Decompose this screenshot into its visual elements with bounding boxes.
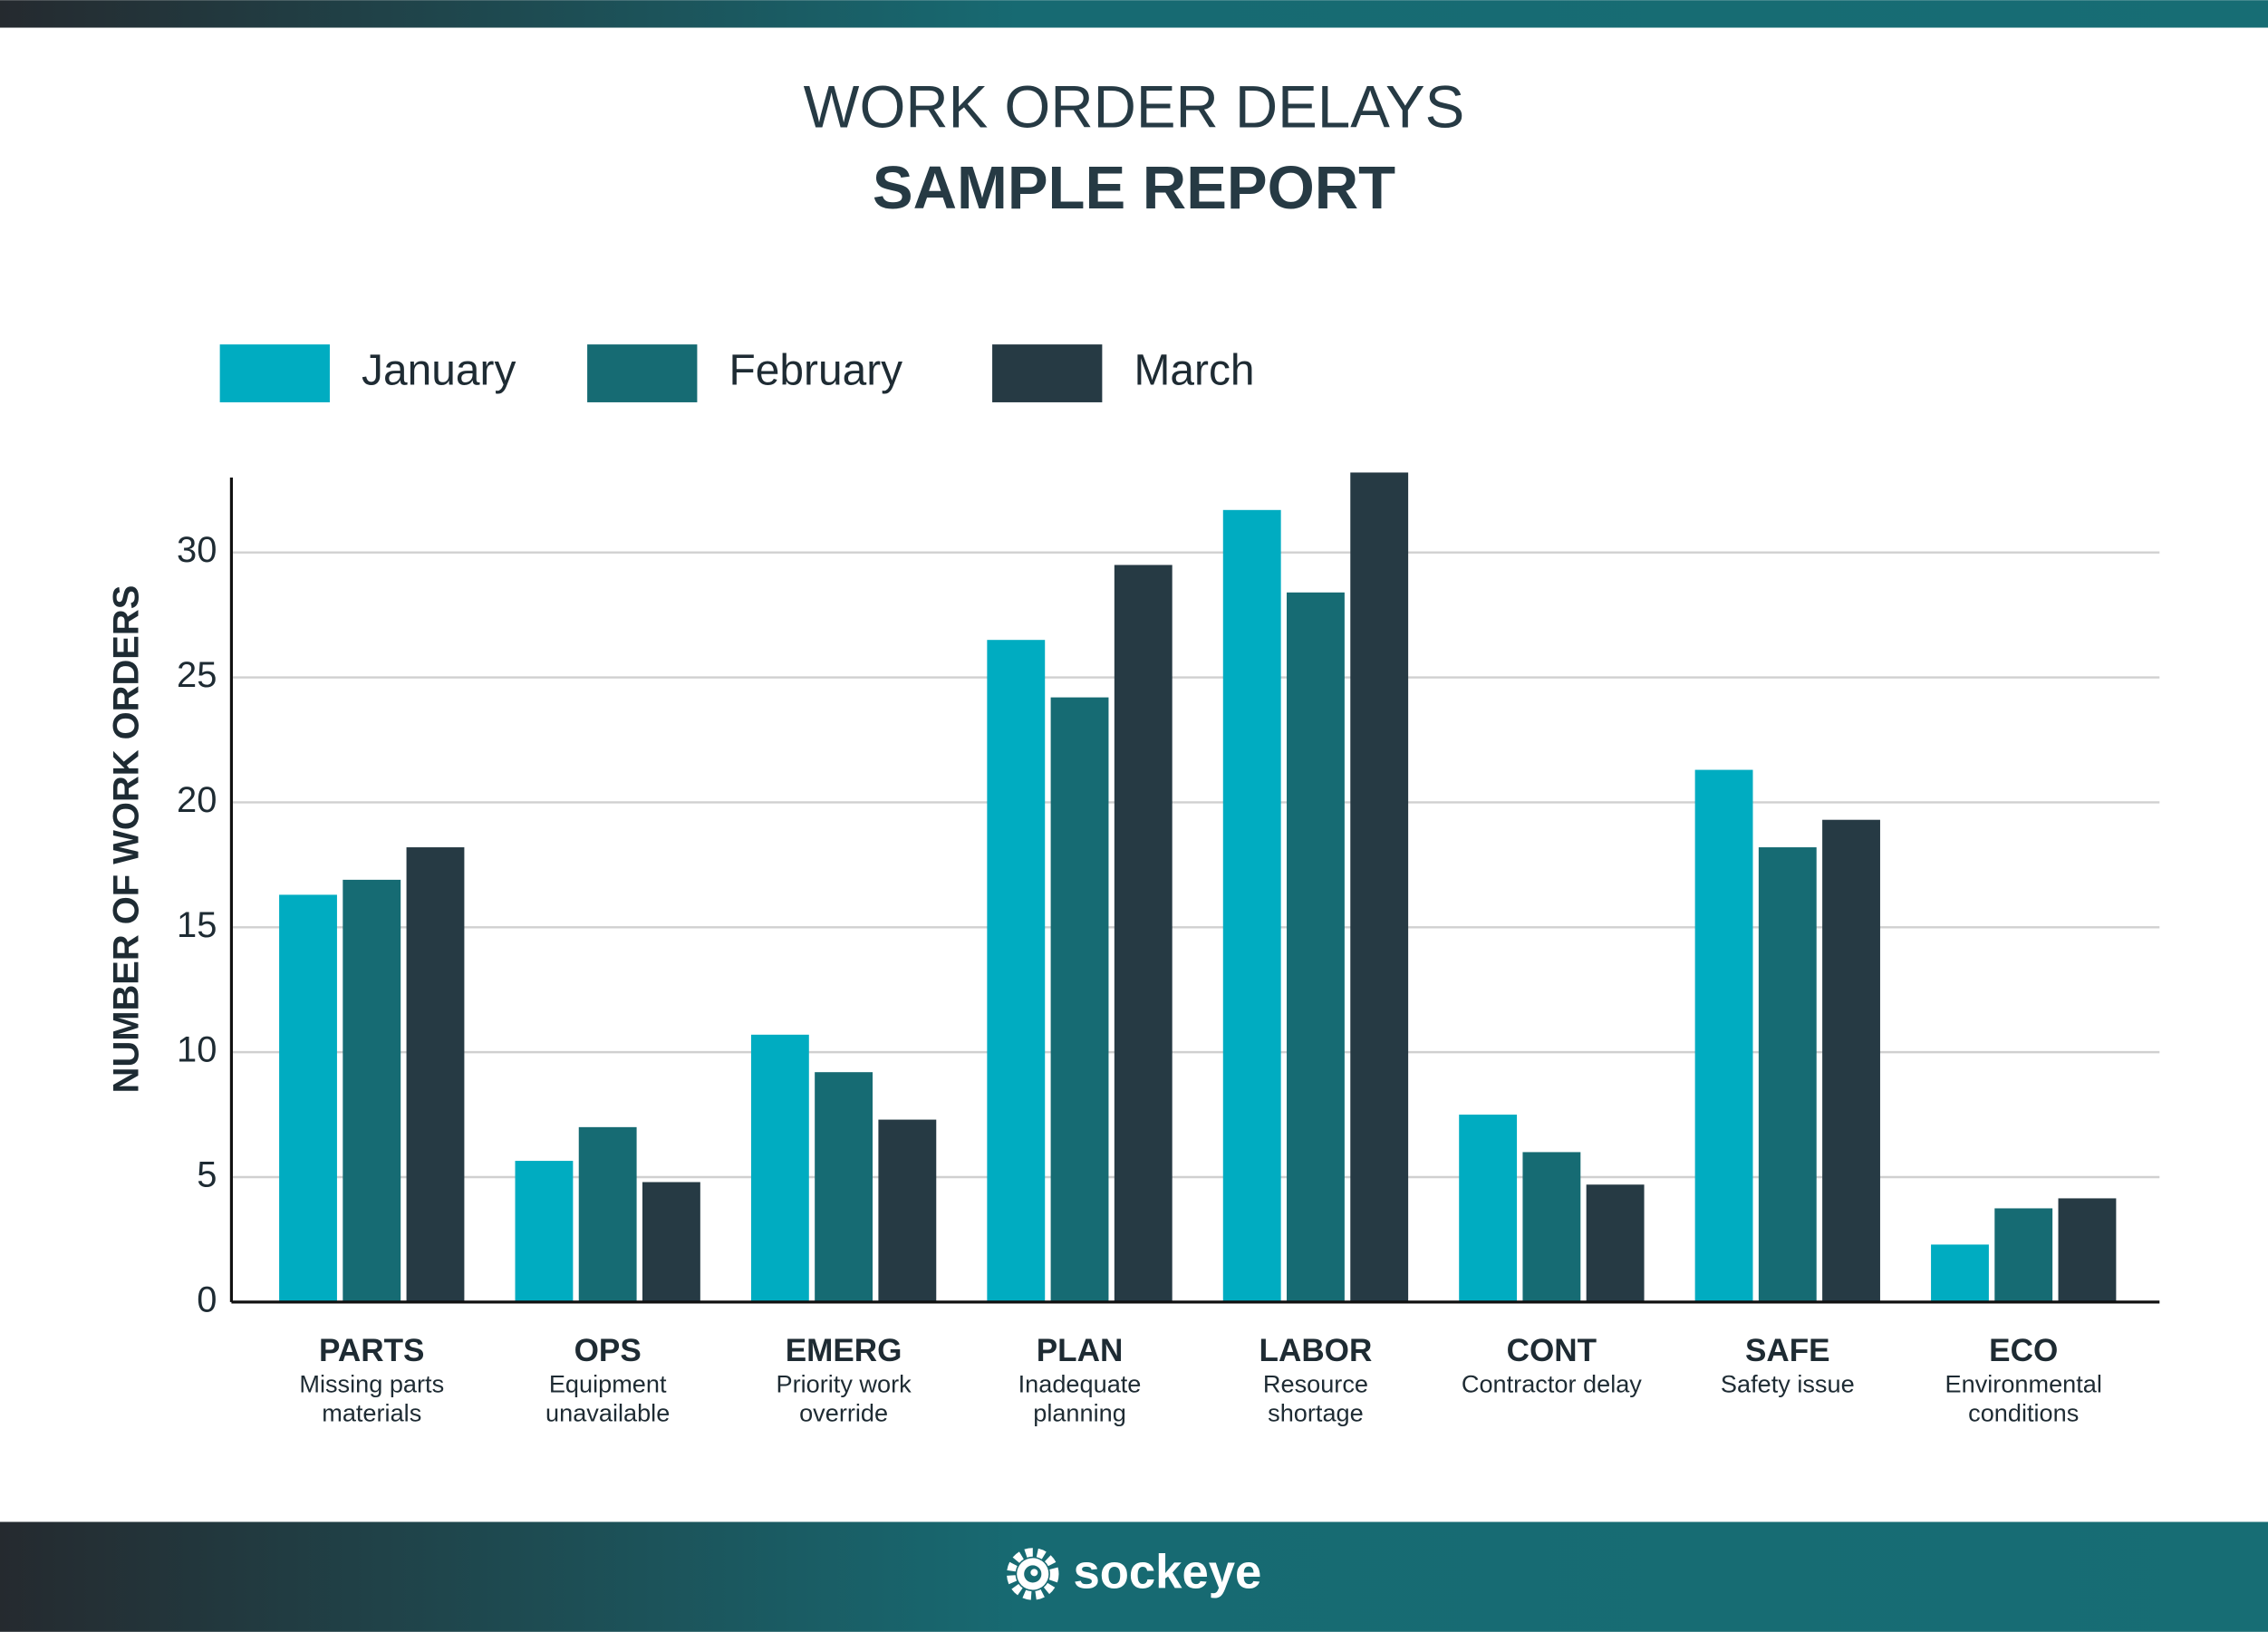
brand: sockeye (1073, 1545, 1261, 1598)
category-description: Inadequate (1018, 1370, 1142, 1398)
y-tick-label: 20 (177, 780, 217, 820)
category-description: shortage (1268, 1399, 1364, 1427)
bar (1822, 819, 1880, 1302)
category-description: Priority work (776, 1370, 912, 1398)
bar (1350, 472, 1409, 1302)
bar (1694, 769, 1753, 1302)
bar (1994, 1208, 2053, 1302)
y-tick-label: 10 (177, 1030, 217, 1070)
category-description: unavailable (545, 1399, 670, 1427)
legend-swatch (587, 344, 698, 402)
x-tick-label: EMERG (786, 1333, 902, 1368)
bar (1758, 847, 1817, 1302)
category-description: Missing parts (299, 1370, 444, 1398)
legend-label: January (362, 347, 516, 395)
bar (750, 1034, 809, 1302)
x-tick-label: PARTS (319, 1333, 424, 1368)
logo-icon (1007, 1548, 1059, 1600)
category-description: override (799, 1399, 888, 1427)
bar (1459, 1115, 1518, 1302)
bar (815, 1072, 873, 1302)
category-description: Resource (1263, 1370, 1368, 1398)
category-description: Safety issue (1721, 1370, 1855, 1398)
category-description: Equipment (549, 1370, 667, 1398)
footer-band (0, 1521, 2268, 1632)
chart-subtitle: SAMPLE REPORT (873, 154, 1395, 222)
bar (987, 640, 1046, 1302)
bar (1287, 592, 1345, 1302)
y-tick-label: 30 (177, 530, 217, 570)
category-description: Contractor delay (1462, 1370, 1642, 1398)
y-tick-label: 15 (177, 905, 217, 945)
category-description: Environmental (1945, 1370, 2102, 1398)
y-axis-label: NUMBER OF WORK ORDERS (107, 585, 147, 1094)
chart-title: WORK ORDER DELAYS (804, 73, 1465, 140)
bar (642, 1182, 700, 1302)
legend-swatch (992, 344, 1103, 402)
bar (578, 1126, 637, 1302)
bar (1222, 509, 1281, 1302)
category-description: conditions (1968, 1399, 2079, 1427)
legend-label: February (729, 347, 903, 395)
x-tick-label: OPS (574, 1333, 642, 1368)
bar (2058, 1198, 2117, 1302)
bar (1050, 697, 1109, 1302)
bar (515, 1161, 574, 1302)
bar (1522, 1152, 1581, 1302)
top-band (0, 0, 2268, 28)
bar (343, 879, 401, 1302)
category-description: materials (322, 1399, 421, 1427)
y-tick-label: 25 (177, 655, 217, 695)
bar (1586, 1184, 1645, 1302)
bar (1114, 565, 1173, 1302)
category-description: planning (1033, 1399, 1126, 1427)
x-tick-label: LABOR (1259, 1333, 1373, 1368)
y-tick-label: 0 (197, 1280, 217, 1319)
bar (279, 894, 337, 1302)
x-tick-label: ECO (1989, 1333, 2058, 1368)
x-tick-label: CONT (1507, 1333, 1597, 1368)
bar (1931, 1244, 1989, 1302)
x-tick-label: PLAN (1037, 1333, 1124, 1368)
y-tick-label: 5 (197, 1155, 217, 1195)
x-tick-label: SAFE (1745, 1333, 1830, 1368)
bar (878, 1119, 937, 1302)
legend-swatch (219, 344, 330, 402)
bar (406, 847, 465, 1302)
legend-label: March (1134, 347, 1254, 395)
